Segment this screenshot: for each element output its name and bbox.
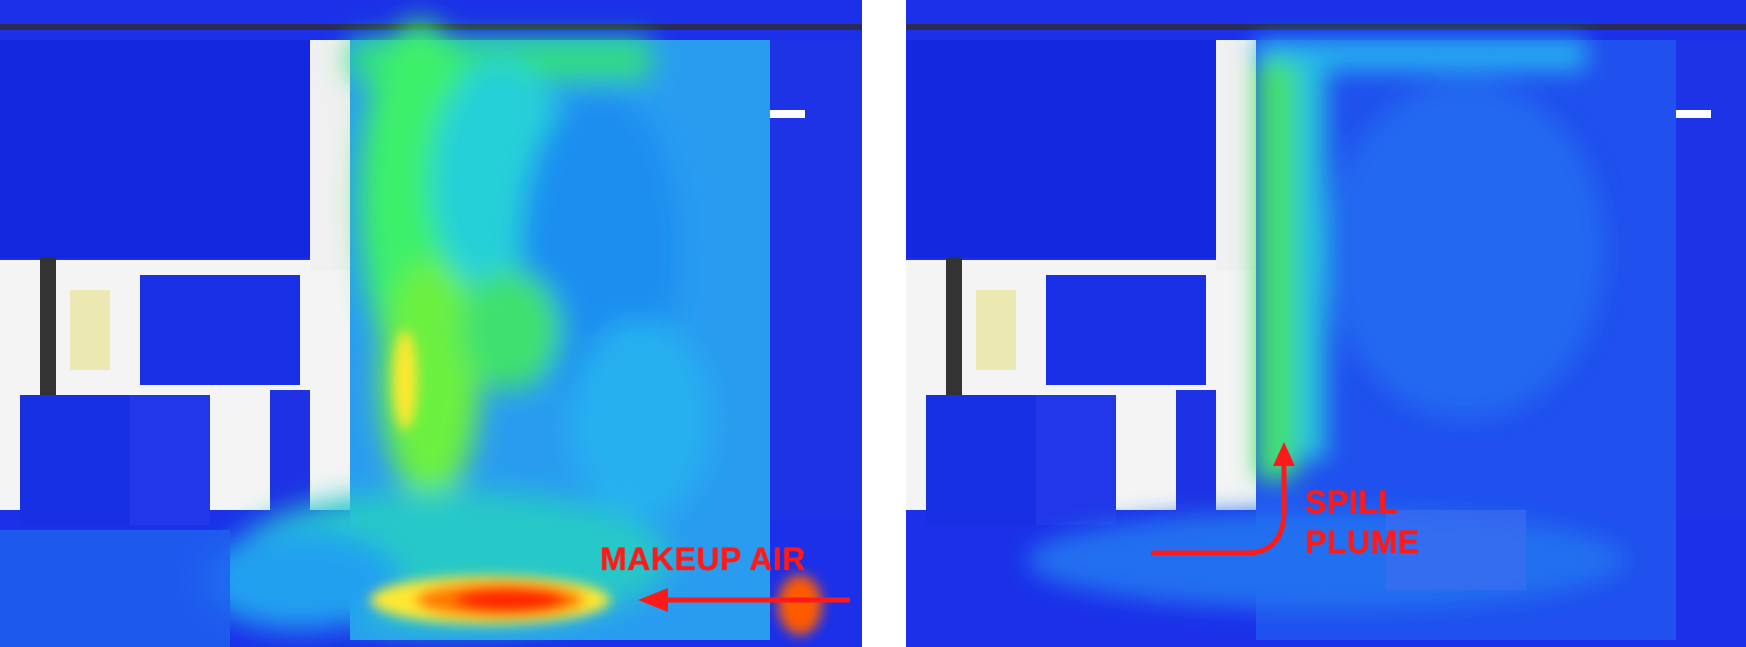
blue-box-low-right (1176, 390, 1216, 530)
white-column (1216, 40, 1256, 270)
cfd-scene-right (906, 0, 1746, 647)
floor-left (0, 530, 230, 647)
white-bar (1661, 110, 1711, 118)
cfd-panel-spill-plume: SPILL PLUME (906, 0, 1746, 647)
hot-zone (370, 330, 822, 635)
makeup-air-label: MAKEUP AIR (600, 541, 806, 577)
yellow-patch (70, 290, 110, 370)
blue-box-low-left (20, 395, 130, 525)
cfd-scene-left (0, 0, 862, 647)
right-wall (760, 40, 862, 520)
plume-label: PLUME (1305, 524, 1420, 560)
roof-edge (906, 24, 1746, 30)
white-bar (755, 110, 805, 118)
right-wall (1666, 40, 1746, 520)
spill-label: SPILL (1305, 484, 1399, 520)
left-arrow-icon (638, 588, 850, 612)
cfd-panel-makeup-air: MAKEUP AIR (0, 0, 862, 647)
floor-panel (1386, 510, 1526, 590)
blue-box-low-mid (1036, 395, 1116, 525)
blue-box-mid (140, 275, 300, 385)
blue-box-top-left (0, 40, 310, 258)
white-column (310, 40, 350, 270)
yellow-patch (976, 290, 1016, 370)
blue-box-low-mid (130, 395, 210, 525)
blue-box-low-left (926, 395, 1036, 525)
blue-box-low-right (270, 390, 310, 530)
blue-box-mid (1046, 275, 1206, 385)
smoke-contour (200, 20, 710, 630)
blue-box-top-left (906, 40, 1216, 258)
curved-up-arrow-icon (1151, 442, 1295, 556)
